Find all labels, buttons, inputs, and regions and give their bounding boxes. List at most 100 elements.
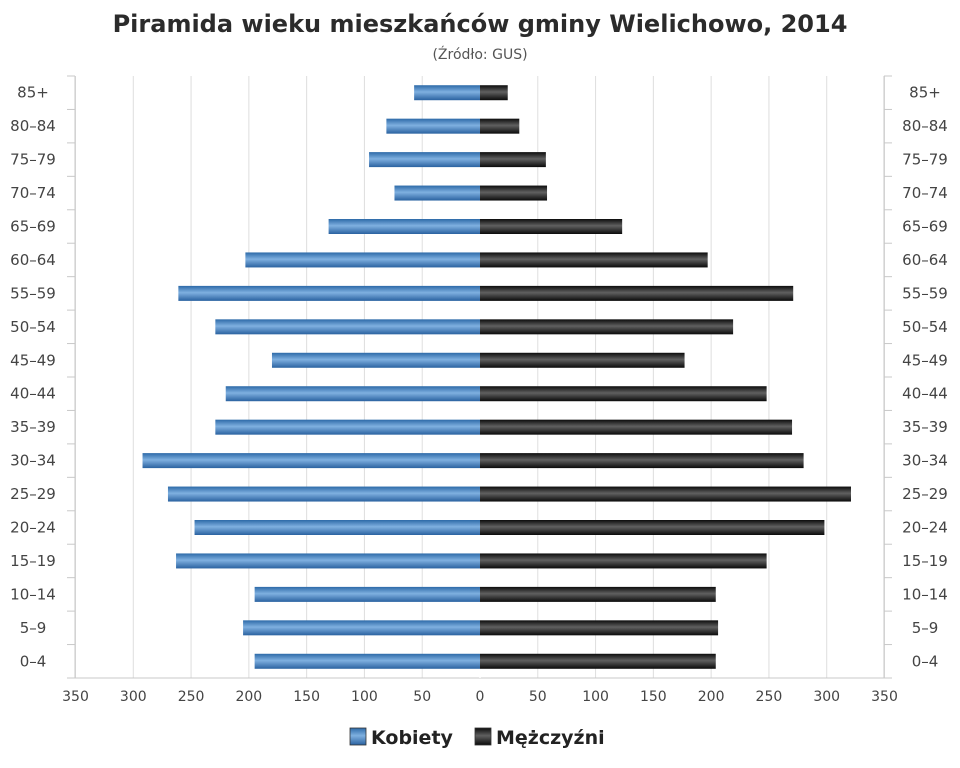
chart-title: Piramida wieku mieszkańców gminy Wielich…	[113, 10, 848, 38]
category-label-right: 40–44	[902, 385, 948, 403]
category-label-right: 30–34	[902, 452, 948, 470]
bar-mezczyzni	[480, 520, 825, 535]
category-label-left: 60–64	[10, 251, 56, 269]
bars	[142, 85, 851, 669]
category-label-left: 55–59	[10, 284, 56, 302]
category-label-right: 35–39	[902, 418, 948, 436]
legend-swatch	[349, 727, 367, 746]
x-tick-label: 350	[62, 689, 89, 705]
category-label-left: 5–9	[20, 619, 47, 637]
category-label-right: 60–64	[902, 251, 948, 269]
x-tick-label: 150	[293, 689, 320, 705]
bar-mezczyzni	[480, 152, 546, 168]
bar-kobiety	[414, 85, 480, 101]
category-label-right: 15–19	[902, 552, 948, 570]
category-label-left: 50–54	[10, 318, 56, 336]
category-label-right: 50–54	[902, 318, 948, 336]
bar-kobiety	[369, 152, 480, 168]
legend-label: Mężczyźni	[496, 727, 605, 749]
category-label-left: 10–14	[10, 585, 56, 603]
legend-item-mezczyzni[interactable]: Mężczyźni	[474, 727, 605, 749]
bar-mezczyzni	[480, 252, 708, 268]
category-label-right: 75–79	[902, 151, 948, 169]
bar-mezczyzni	[480, 85, 508, 101]
category-label-left: 45–49	[10, 351, 56, 369]
bar-mezczyzni	[480, 352, 685, 368]
x-tick-label: 100	[582, 689, 609, 705]
bar-kobiety	[225, 386, 480, 402]
x-tick-label: 350	[871, 689, 898, 705]
bar-kobiety	[176, 553, 480, 569]
bar-kobiety	[254, 586, 480, 602]
category-label-left: 65–69	[10, 218, 56, 236]
x-tick-label: 300	[813, 689, 840, 705]
bar-kobiety	[328, 219, 480, 234]
bar-kobiety	[215, 319, 480, 335]
category-label-left: 20–24	[10, 519, 56, 537]
bar-kobiety	[394, 185, 480, 201]
bar-kobiety	[194, 520, 480, 535]
bar-mezczyzni	[480, 185, 548, 201]
axis-labels: 350 300 250 200 150 100 50 0 50 100 150 200 250 300 35…	[10, 84, 948, 705]
category-label-left: 25–29	[10, 485, 56, 503]
category-label-left: 70–74	[10, 184, 56, 202]
legend-swatch	[474, 727, 492, 746]
axes	[67, 75, 892, 679]
x-tick-label: 150	[640, 689, 667, 705]
category-label-left: 80–84	[10, 117, 56, 135]
category-label-left: 40–44	[10, 385, 56, 403]
category-label-left: 15–19	[10, 552, 56, 570]
category-label-left: 35–39	[10, 418, 56, 436]
bar-mezczyzni	[480, 219, 623, 234]
x-tick-label: 200	[235, 689, 262, 705]
x-tick-label: 250	[756, 689, 783, 705]
bar-mezczyzni	[480, 586, 716, 602]
bar-kobiety	[243, 620, 480, 636]
category-label-right: 85+	[909, 84, 941, 102]
bar-kobiety	[178, 285, 480, 301]
category-label-right: 25–29	[902, 485, 948, 503]
bar-mezczyzni	[480, 419, 793, 435]
bar-kobiety	[386, 118, 480, 134]
category-label-left: 85+	[17, 84, 49, 102]
bar-mezczyzni	[480, 486, 851, 502]
bar-mezczyzni	[480, 553, 767, 569]
x-tick-label: 0	[476, 689, 485, 705]
category-label-right: 65–69	[902, 218, 948, 236]
bar-mezczyzni	[480, 319, 734, 335]
x-tick-label: 300	[120, 689, 147, 705]
category-label-right: 70–74	[902, 184, 948, 202]
legend-item-kobiety[interactable]: Kobiety	[349, 727, 454, 749]
bar-mezczyzni	[480, 285, 794, 301]
bar-kobiety	[271, 352, 480, 368]
x-tick-label: 50	[413, 689, 431, 705]
bar-mezczyzni	[480, 118, 520, 134]
category-label-right: 5–9	[912, 619, 939, 637]
x-tick-label: 50	[529, 689, 547, 705]
category-label-right: 45–49	[902, 351, 948, 369]
category-label-left: 75–79	[10, 151, 56, 169]
category-label-right: 0–4	[912, 652, 939, 670]
x-tick-label: 250	[178, 689, 205, 705]
category-label-right: 10–14	[902, 585, 948, 603]
bar-kobiety	[142, 453, 480, 469]
bar-mezczyzni	[480, 386, 767, 402]
bar-kobiety	[167, 486, 480, 502]
bar-mezczyzni	[480, 620, 719, 636]
x-tick-label: 100	[351, 689, 378, 705]
bar-mezczyzni	[480, 653, 716, 669]
legend[interactable]: Kobiety Mężczyźni	[349, 727, 605, 749]
bar-kobiety	[245, 252, 480, 268]
category-label-right: 80–84	[902, 117, 948, 135]
x-tick-label: 200	[698, 689, 725, 705]
category-label-right: 55–59	[902, 284, 948, 302]
bar-kobiety	[215, 419, 480, 435]
category-label-right: 20–24	[902, 519, 948, 537]
legend-label: Kobiety	[371, 727, 454, 749]
category-label-left: 30–34	[10, 452, 56, 470]
chart-subtitle: (Źródło: GUS)	[432, 45, 527, 63]
bar-mezczyzni	[480, 453, 804, 469]
bar-kobiety	[254, 653, 480, 669]
category-label-left: 0–4	[20, 652, 47, 670]
